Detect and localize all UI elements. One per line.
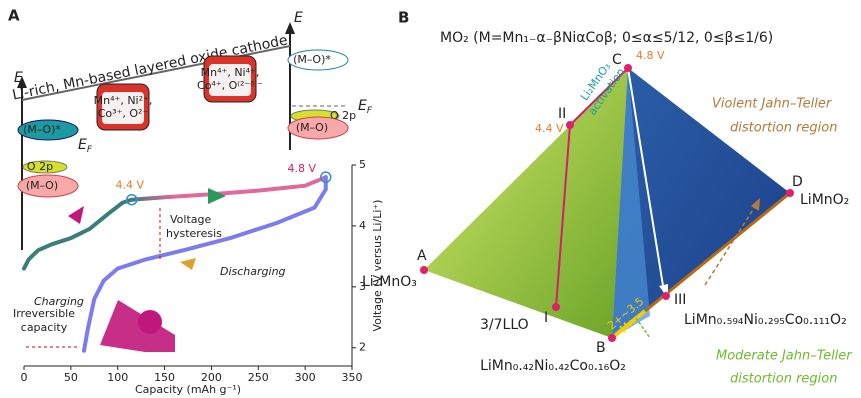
vertex-label: D bbox=[792, 174, 803, 190]
point-label: I bbox=[544, 310, 548, 326]
x-tick-label: 350 bbox=[342, 371, 363, 384]
decoration bbox=[100, 300, 175, 352]
panel-label: A bbox=[8, 7, 20, 25]
vertex bbox=[786, 189, 794, 197]
annotation: Irreversible bbox=[13, 307, 75, 320]
point bbox=[662, 292, 670, 300]
region-label: distortion region bbox=[730, 372, 837, 387]
x-tick-label: 250 bbox=[248, 371, 269, 384]
annotation: capacity bbox=[21, 321, 68, 334]
region-label: Violent Jahn–Teller bbox=[712, 97, 833, 112]
y-tick-label: 4 bbox=[359, 219, 366, 232]
direction-arrow bbox=[180, 258, 196, 270]
y-axis-label: Voltage (V versus Li/Li⁺) bbox=[371, 200, 384, 332]
tetrahedron-diagram: B MO₂ (M=Mn₁₋α₋βNiαCoβ; 0≤α≤5/12, 0≤β≤1/… bbox=[362, 9, 853, 387]
x-tick-label: 300 bbox=[295, 371, 316, 384]
fermi-e: E bbox=[358, 98, 367, 114]
point-name: LiMn₀.₅₉₄Ni₀.₂₉₅Co₀.₁₁₁O₂ bbox=[684, 312, 847, 328]
vertex bbox=[624, 64, 632, 72]
ion-text: Mn⁴⁺, Ni⁴⁺, bbox=[201, 66, 260, 79]
band-label: O 2p bbox=[27, 160, 53, 173]
vertex-name: Li₂MnO₃ bbox=[362, 274, 417, 290]
point bbox=[552, 303, 560, 311]
band-label: (M–O)* bbox=[293, 53, 331, 66]
voltage-label: 4.8 V bbox=[288, 162, 317, 175]
point-label: II bbox=[558, 106, 566, 122]
panel-title: MO₂ (M=Mn₁₋α₋βNiαCoβ; 0≤α≤5/12, 0≤β≤1/6) bbox=[440, 30, 773, 46]
region-label: distortion region bbox=[730, 121, 837, 136]
band-label: (M–O) bbox=[296, 121, 328, 134]
point bbox=[566, 121, 574, 129]
y-tick-label: 2 bbox=[359, 341, 366, 354]
point-name: 3/7LLO bbox=[480, 317, 529, 333]
fermi-sub: F bbox=[367, 106, 373, 116]
vertex-label: C bbox=[612, 52, 622, 68]
direction-arrow bbox=[208, 188, 226, 204]
band-label: (M–O)* bbox=[23, 123, 61, 136]
fermi-label: EF bbox=[78, 137, 93, 155]
figure: A E E Li-rich, Mn-based layered oxide ca… bbox=[0, 0, 861, 398]
ion-text: Co³⁺, O²⁻ bbox=[98, 107, 149, 120]
direction-arrow bbox=[68, 206, 84, 224]
fermi-sub: F bbox=[87, 145, 93, 155]
vertex-name: LiMnO₂ bbox=[800, 192, 849, 208]
series-name: Discharging bbox=[220, 265, 286, 278]
vertex-label: A bbox=[417, 248, 427, 264]
fermi-label: EF bbox=[358, 98, 373, 116]
vertex bbox=[420, 266, 428, 274]
x-axis-label: Capacity (mAh g⁻¹) bbox=[135, 383, 241, 396]
vertex-name: LiMn₀.₄₂Ni₀.₄₂Co₀.₁₆O₂ bbox=[480, 358, 626, 374]
ion-text: Mn⁴⁺, Ni²⁺, bbox=[94, 94, 153, 107]
energy-label: E bbox=[14, 70, 23, 86]
y-tick-label: 5 bbox=[359, 158, 366, 171]
point-label: III bbox=[674, 292, 686, 308]
band-label: (M–O) bbox=[26, 179, 58, 192]
panel-label: B bbox=[398, 9, 409, 27]
region-label: Moderate Jahn–Teller bbox=[716, 349, 853, 364]
x-tick-label: 100 bbox=[107, 371, 128, 384]
annotation: Voltage bbox=[170, 213, 211, 226]
voltage-label: 4.4 V bbox=[116, 179, 145, 192]
voltage-label: 4.4 V bbox=[535, 122, 564, 135]
x-tick-label: 50 bbox=[64, 371, 78, 384]
ion-text: Co⁴⁺, O⁽²⁻ᵟ⁾⁻ bbox=[197, 79, 263, 92]
energy-label: E bbox=[294, 10, 303, 26]
voltage-label: 4.8 V bbox=[636, 49, 665, 62]
annotation: hysteresis bbox=[166, 227, 222, 240]
fermi-e: E bbox=[78, 137, 87, 153]
vertex bbox=[608, 334, 616, 342]
decoration bbox=[138, 310, 162, 334]
x-tick-label: 0 bbox=[21, 371, 28, 384]
vertex-label: B bbox=[596, 340, 606, 356]
